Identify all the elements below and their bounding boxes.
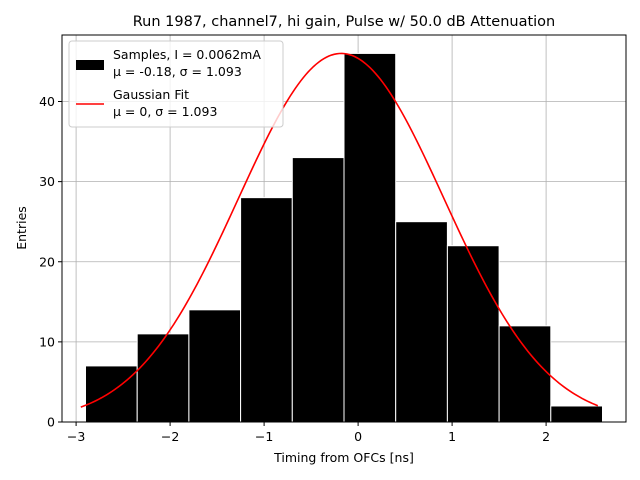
y-tick-label-3: 30 (39, 174, 55, 189)
histogram-bar-0 (85, 365, 138, 423)
x-tick-label-1: −2 (161, 429, 179, 444)
y-axis-ticks: 0 10 20 30 40 (39, 94, 62, 430)
x-axis-label: Timing from OFCs [ns] (273, 450, 414, 465)
histogram-bar-4 (291, 157, 345, 423)
histogram-bar-2 (188, 309, 242, 423)
y-tick-label-1: 10 (39, 334, 55, 349)
x-tick-label-2: −1 (255, 429, 273, 444)
legend-samples-label: Samples, I = 0.0062mA (113, 47, 261, 62)
gaussian-fit-curve (80, 52, 599, 408)
histogram-bar-5 (343, 52, 397, 423)
histogram-bar-8 (498, 325, 552, 423)
histogram-bar-7 (446, 245, 500, 423)
y-tick-label-0: 0 (47, 415, 55, 430)
histogram-bars (85, 52, 603, 423)
histogram-bar-6 (395, 221, 448, 423)
legend-samples-stats: μ = -0.18, σ = 1.093 (113, 64, 242, 79)
legend-fit-label: Gaussian Fit (113, 87, 189, 102)
plot-frame (61, 34, 627, 423)
x-axis-ticks: −3 −2 −1 0 1 2 (67, 422, 550, 444)
y-tick-label-4: 40 (39, 94, 55, 109)
x-tick-label-4: 1 (448, 429, 456, 444)
legend-fit-stats: μ = 0, σ = 1.093 (113, 104, 217, 119)
y-axis-label: Entries (14, 206, 29, 250)
chart-title: Run 1987, channel7, hi gain, Pulse w/ 50… (133, 14, 556, 30)
histogram-bar-9 (550, 405, 603, 423)
legend-samples-swatch (76, 60, 104, 70)
x-tick-label-0: −3 (67, 429, 85, 444)
x-tick-label-5: 2 (542, 429, 550, 444)
x-tick-label-3: 0 (354, 429, 362, 444)
histogram-bar-3 (240, 197, 293, 423)
legend: Samples, I = 0.0062mA μ = -0.18, σ = 1.0… (68, 40, 284, 128)
y-tick-label-2: 20 (39, 254, 55, 269)
legend-frame (68, 40, 284, 128)
histogram-bar-1 (136, 333, 190, 423)
